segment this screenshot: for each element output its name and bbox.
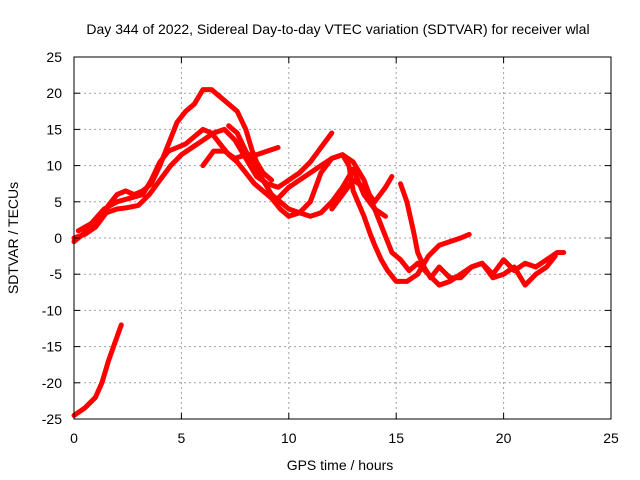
y-tick-label: -5: [50, 266, 63, 282]
x-axis-label: GPS time / hours: [287, 457, 394, 473]
y-tick-label: 25: [46, 49, 62, 65]
y-tick-label: -25: [42, 411, 62, 427]
y-tick-label: 5: [54, 194, 62, 210]
y-tick-label: 10: [46, 158, 62, 174]
x-tick-label: 20: [496, 430, 512, 446]
x-tick-label: 15: [388, 430, 404, 446]
y-axis-label: SDTVAR / TECUs: [5, 182, 21, 294]
series-line: [398, 181, 558, 288]
series-line: [200, 145, 281, 169]
y-tick-label: -10: [42, 302, 62, 318]
series-line: [71, 126, 335, 241]
x-tick-label: 25: [603, 430, 619, 446]
y-tick-label: 15: [46, 121, 62, 137]
y-tick-label: 0: [54, 230, 62, 246]
series-line: [75, 126, 388, 234]
x-tick-label: 10: [281, 430, 297, 446]
series-line: [329, 174, 395, 212]
grid: [74, 57, 611, 419]
series-line: [71, 322, 124, 418]
axis-ticks: 0 5 10 15 20 25 -25 -20 -15 -10 -5 0 5 10 15 20 25: [42, 49, 619, 446]
series-line: [275, 152, 472, 284]
x-tick-label: 0: [70, 430, 78, 446]
y-tick-label: -20: [42, 375, 62, 391]
x-tick-label: 5: [178, 430, 186, 446]
chart-title: Day 344 of 2022, Sidereal Day-to-day VTE…: [86, 21, 589, 37]
series-group: [71, 87, 567, 418]
y-tick-label: -15: [42, 339, 62, 355]
y-tick-label: 20: [46, 85, 62, 101]
